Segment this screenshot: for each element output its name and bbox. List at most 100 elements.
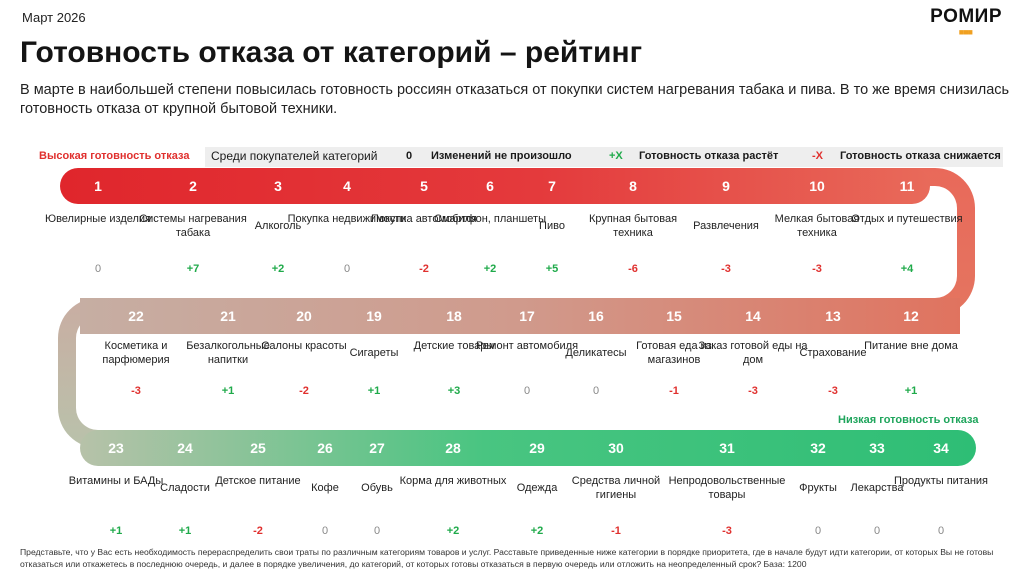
change-value: 0 bbox=[94, 263, 102, 275]
rank-number: 25 bbox=[250, 440, 266, 456]
change-value: 0 bbox=[321, 525, 329, 537]
category-label: Корма для животных bbox=[399, 475, 507, 487]
category-label: Салоны красоты bbox=[261, 340, 347, 352]
category-label: Покупка автомобиля bbox=[371, 213, 477, 225]
rank-number: 20 bbox=[296, 308, 312, 324]
legend-low: Низкая готовность отказа bbox=[838, 414, 979, 426]
track-middle-band bbox=[80, 298, 960, 334]
rank-number: 14 bbox=[745, 308, 761, 324]
rank-number: 10 bbox=[809, 178, 825, 194]
legend-plus-symbol: +X bbox=[609, 150, 623, 162]
rank-number: 19 bbox=[366, 308, 382, 324]
legend-minus-symbol: -X bbox=[812, 150, 823, 162]
change-value: 0 bbox=[937, 525, 945, 537]
change-value: +2 bbox=[483, 263, 497, 275]
rank-number: 21 bbox=[220, 308, 236, 324]
rank-number: 5 bbox=[420, 178, 428, 194]
category-label: Фрукты bbox=[799, 482, 837, 494]
legend-plus-text: Готовность отказа растёт bbox=[639, 150, 779, 162]
category-label: Лекарства bbox=[850, 482, 904, 494]
category-label: Витамины и БАДы bbox=[68, 475, 164, 487]
rank-number: 22 bbox=[128, 308, 144, 324]
category-label: Детские товары bbox=[413, 340, 495, 352]
category-label: Мелкая бытовая техника bbox=[774, 213, 860, 239]
rank-number: 13 bbox=[825, 308, 841, 324]
legend-box bbox=[205, 147, 1003, 167]
rank-number: 16 bbox=[588, 308, 604, 324]
page-subtitle: В марте в наибольшей степени повысилась … bbox=[20, 82, 1010, 117]
category-label: Страхование bbox=[799, 347, 867, 359]
change-value: -6 bbox=[628, 263, 638, 275]
change-value: +4 bbox=[900, 263, 914, 275]
footnote: Представьте, что у Вас есть необходимост… bbox=[20, 547, 994, 569]
legend-minus-text: Готовность отказа снижается bbox=[840, 150, 1001, 162]
change-value: 0 bbox=[523, 385, 531, 397]
rank-number: 31 bbox=[719, 440, 735, 456]
category-label: Ювелирные изделия bbox=[44, 213, 152, 225]
track-bottom-band bbox=[80, 430, 976, 466]
change-value: -2 bbox=[253, 525, 263, 537]
category-label: Сигареты bbox=[349, 347, 399, 359]
rank-number: 9 bbox=[722, 178, 730, 194]
change-value: +1 bbox=[109, 525, 123, 537]
category-label: Пиво bbox=[539, 220, 565, 232]
rank-number: 7 bbox=[548, 178, 556, 194]
rank-number: 24 bbox=[177, 440, 193, 456]
rank-number: 30 bbox=[608, 440, 624, 456]
legend: Высокая готовность отказа Среди покупате… bbox=[20, 147, 1020, 167]
category-label: Крупная бытовая техника bbox=[588, 213, 678, 239]
rank-number: 27 bbox=[369, 440, 385, 456]
category-label: Продукты питания bbox=[893, 475, 989, 487]
category-label: Ремонт автомобиля bbox=[475, 340, 579, 352]
category-label: Алкоголь bbox=[254, 220, 302, 232]
category-label: Питание вне дома bbox=[864, 340, 958, 352]
category-label: Детское питание bbox=[215, 475, 301, 487]
rank-number: 1 bbox=[94, 178, 102, 194]
change-value: +7 bbox=[186, 263, 200, 275]
rank-number: 23 bbox=[108, 440, 124, 456]
change-value: +1 bbox=[178, 525, 192, 537]
change-value: -3 bbox=[812, 263, 822, 275]
change-value: -1 bbox=[611, 525, 621, 537]
category-label: Одежда bbox=[516, 482, 558, 494]
change-value: +2 bbox=[446, 525, 460, 537]
change-value: -3 bbox=[721, 263, 731, 275]
category-label: Отдых и путешествия bbox=[851, 213, 963, 225]
rank-number: 33 bbox=[869, 440, 885, 456]
category-label: Деликатесы bbox=[565, 347, 627, 359]
change-value: 0 bbox=[592, 385, 600, 397]
report-date: Март 2026 bbox=[22, 10, 86, 25]
category-label: Заказ готовой еды на дом bbox=[698, 340, 808, 366]
change-value: 0 bbox=[343, 263, 351, 275]
rank-number: 29 bbox=[529, 440, 545, 456]
change-value: +2 bbox=[271, 263, 285, 275]
category-label: Безалкогольные напитки bbox=[186, 340, 270, 366]
change-value: -3 bbox=[131, 385, 141, 397]
category-label: Непродовольственные товары bbox=[668, 475, 786, 501]
rank-number: 4 bbox=[343, 178, 351, 194]
change-value: +5 bbox=[545, 263, 559, 275]
legend-high: Высокая готовность отказа bbox=[39, 150, 190, 162]
change-value: +1 bbox=[367, 385, 381, 397]
change-value: -3 bbox=[748, 385, 758, 397]
change-value: -2 bbox=[299, 385, 309, 397]
rank-number: 28 bbox=[445, 440, 461, 456]
change-value: +1 bbox=[904, 385, 918, 397]
legend-among-buyers: Среди покупателей категорий bbox=[211, 149, 378, 163]
track-left-turn bbox=[58, 298, 120, 448]
change-value: +1 bbox=[221, 385, 235, 397]
change-value: -3 bbox=[722, 525, 732, 537]
rank-number: 8 bbox=[629, 178, 637, 194]
rank-number: 3 bbox=[274, 178, 282, 194]
rank-number: 17 bbox=[519, 308, 535, 324]
rank-number: 12 bbox=[903, 308, 919, 324]
rank-number: 11 bbox=[899, 178, 915, 194]
category-label: Средства личной гигиены bbox=[571, 475, 661, 501]
category-label: Обувь bbox=[361, 482, 393, 494]
change-value: 0 bbox=[873, 525, 881, 537]
rank-number: 15 bbox=[666, 308, 682, 324]
category-label: Системы нагревания табака bbox=[139, 213, 247, 239]
rank-number: 6 bbox=[486, 178, 494, 194]
category-label: Покупка недвижимости bbox=[287, 213, 407, 225]
